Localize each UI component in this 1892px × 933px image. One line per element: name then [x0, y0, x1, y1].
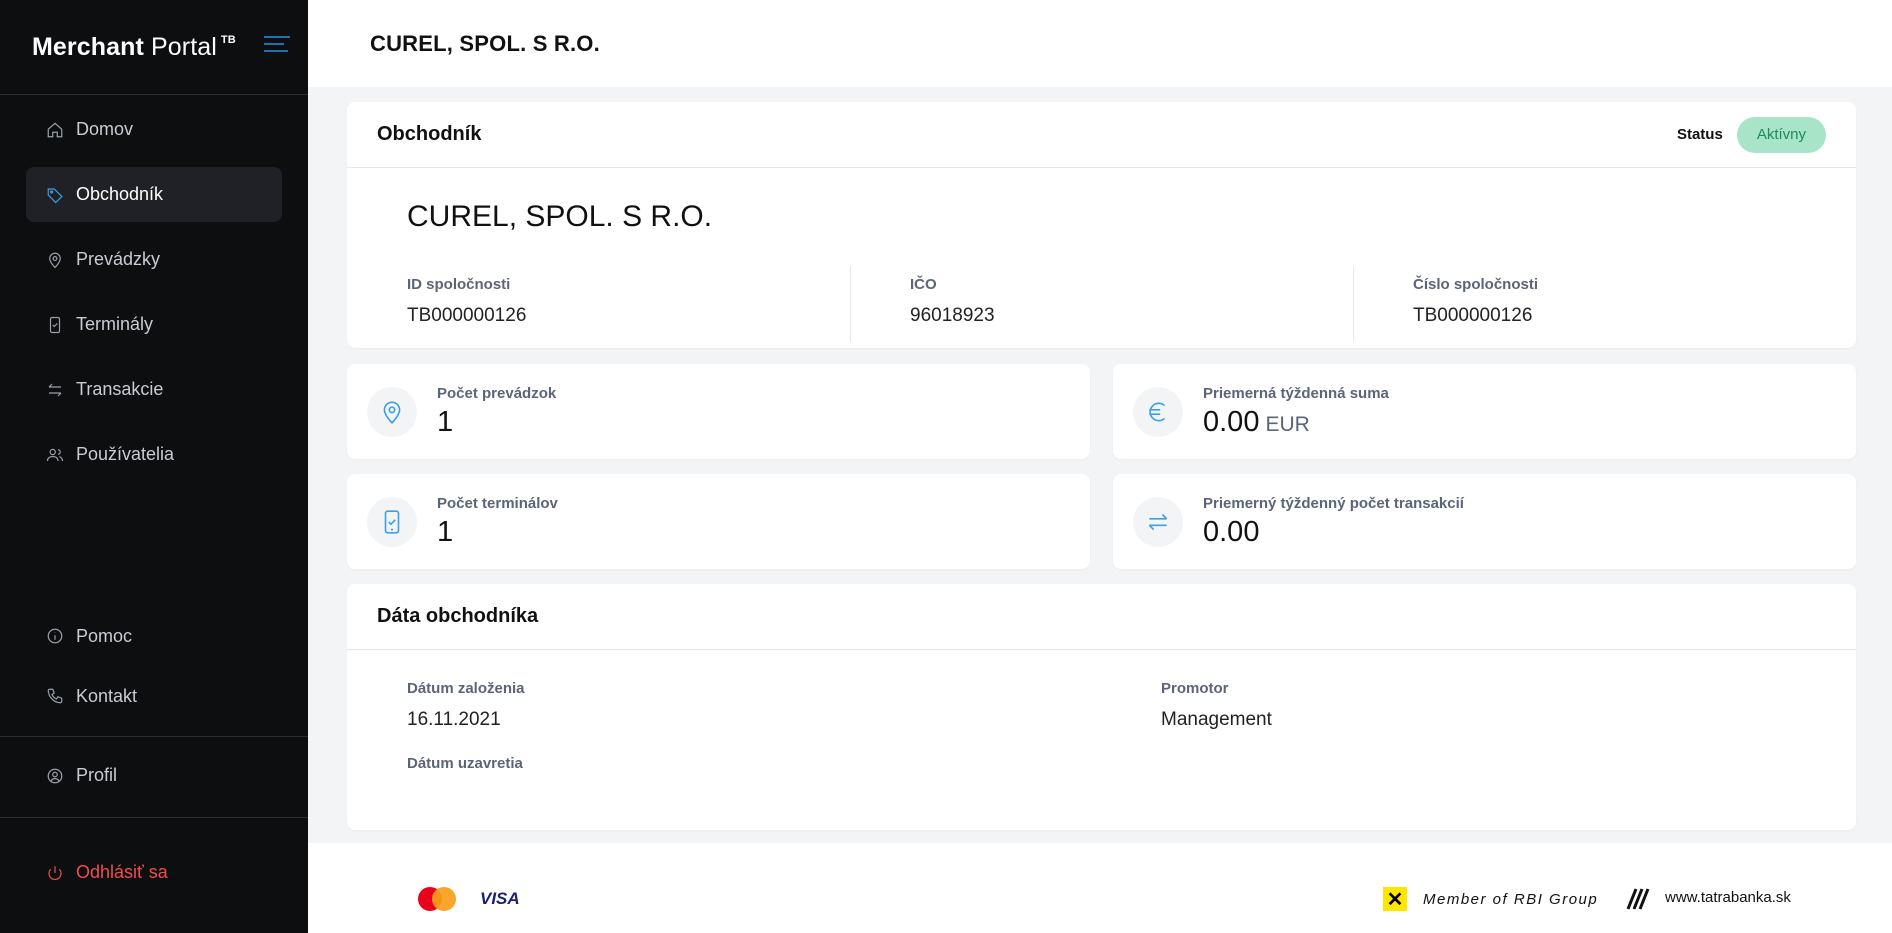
merchant-data-card: Dáta obchodníka Dátum založenia 16.11.20…: [347, 584, 1856, 830]
sidebar-item-label: Kontakt: [76, 685, 138, 706]
status-badge: Aktívny: [1736, 116, 1826, 153]
sidebar-logout-group: Odhlásiť sa: [26, 845, 282, 900]
stat-card-avg-sum: Priemerná týždenná suma 0.00 EUR: [1113, 364, 1856, 459]
field-company-id: ID spoločnosti TB000000126: [347, 260, 850, 336]
sidebar-item-pomoc[interactable]: Pomoc: [26, 606, 282, 666]
sidebar-item-label: Pomoc: [76, 625, 133, 646]
stat-card-avg-transactions: Priemerný týždenný počet transakcií 0.00: [1113, 474, 1856, 569]
merchant-card: Obchodník Status Aktívny CUREL, SPOL. S …: [347, 102, 1856, 348]
footer: VISA ✕ Member of RBI Group www.tatrabank…: [308, 843, 1892, 933]
mastercard-logo: [418, 887, 458, 911]
merchant-data-header: Dáta obchodníka: [347, 584, 1856, 650]
home-icon: [46, 121, 64, 139]
sidebar-item-transakcie[interactable]: Transakcie: [26, 362, 282, 417]
stat-unit: EUR: [1265, 412, 1310, 436]
field-label: ID spoločnosti: [407, 276, 511, 293]
sidebar-item-pouzivatelia[interactable]: Používatelia: [26, 427, 282, 482]
sidebar-divider: [0, 736, 308, 737]
field-promoter: Promotor Management: [1161, 680, 1272, 731]
euro-icon: [1133, 386, 1183, 437]
visa-logo: VISA: [480, 889, 520, 908]
sidebar-item-domov[interactable]: Domov: [26, 102, 282, 157]
sidebar-item-terminaly[interactable]: Terminály: [26, 297, 282, 352]
stat-label: Priemerný týždenný počet transakcií: [1203, 494, 1464, 512]
section-title: Obchodník: [377, 123, 482, 145]
status-label: Status: [1676, 126, 1723, 143]
power-icon: [46, 864, 64, 882]
merchant-name: CUREL, SPOL. S R.O.: [407, 200, 713, 233]
transfer-arrows-icon: [1133, 496, 1183, 547]
sidebar-item-label: Prevádzky: [76, 249, 161, 269]
info-icon: [46, 627, 64, 645]
page-header: CUREL, SPOL. S R.O.: [308, 0, 1892, 87]
stat-label: Počet prevádzok: [437, 384, 557, 402]
users-icon: [46, 446, 64, 464]
field-label: Číslo spoločnosti: [1413, 276, 1539, 293]
field-label: Dátum založenia: [407, 680, 525, 697]
rbi-member-text: Member of RBI Group: [1423, 891, 1599, 908]
sidebar-nav: Domov Obchodník Prevádzky Terminály Tran…: [0, 102, 308, 482]
sidebar-help-group: Pomoc Kontakt: [0, 606, 308, 726]
sidebar-item-label: Profil: [76, 765, 118, 785]
terminal-icon: [46, 316, 64, 334]
section-title: Dáta obchodníka: [377, 605, 539, 627]
stat-card-shops: Počet prevádzok 1: [347, 364, 1090, 459]
stat-value: 0.00: [1203, 405, 1260, 438]
stat-value: 1: [437, 515, 454, 548]
field-label: Promotor: [1161, 680, 1229, 697]
status-group: Status Aktívny: [1676, 116, 1826, 153]
page-title: CUREL, SPOL. S R.O.: [370, 30, 600, 56]
field-founded: Dátum založenia 16.11.2021 Dátum uzavret…: [407, 680, 525, 772]
user-circle-icon: [46, 767, 64, 785]
field-value: Management: [1161, 709, 1272, 730]
tatrabanka-logo: [1626, 888, 1650, 910]
location-pin-icon: [367, 386, 417, 437]
tatrabanka-link[interactable]: www.tatrabanka.sk: [1665, 889, 1791, 906]
sidebar-divider: [0, 817, 308, 818]
sidebar-item-label: Obchodník: [76, 184, 164, 204]
stat-value: 0.00: [1203, 515, 1260, 548]
logout-label: Odhlásiť sa: [76, 862, 168, 882]
field-value: TB000000126: [407, 305, 527, 326]
location-pin-icon: [46, 251, 64, 269]
brand: Merchant Portal TB: [0, 0, 308, 95]
sidebar-profile-group: Profil: [26, 748, 282, 803]
stat-label: Počet terminálov: [437, 494, 558, 512]
logout-button[interactable]: Odhlásiť sa: [26, 845, 282, 900]
terminal-icon: [367, 496, 417, 547]
field-value: TB000000126: [1413, 305, 1533, 326]
stat-label: Priemerná týždenná suma: [1203, 384, 1389, 402]
field-value: 16.11.2021: [407, 709, 501, 730]
stat-card-terminals: Počet terminálov 1: [347, 474, 1090, 569]
sidebar: Merchant Portal TB Domov Obchodník Prevád…: [0, 0, 308, 933]
merchant-fields: ID spoločnosti TB000000126 IČO 96018923 …: [347, 260, 1856, 342]
sidebar-item-label: Terminály: [76, 314, 154, 334]
rbi-logo: ✕: [1383, 887, 1407, 911]
sidebar-item-obchodnik[interactable]: Obchodník: [26, 167, 282, 222]
field-label: Dátum uzavretia: [407, 755, 523, 772]
stat-value-row: 0.00 EUR: [1203, 406, 1389, 439]
sidebar-item-prevadzky[interactable]: Prevádzky: [26, 232, 282, 287]
stat-value: 1: [437, 405, 454, 438]
menu-toggle-icon[interactable]: [264, 36, 290, 56]
transfer-arrows-icon: [46, 381, 64, 399]
field-company-number: Číslo spoločnosti TB000000126: [1353, 260, 1856, 342]
field-label: IČO: [910, 276, 937, 293]
merchant-card-header: Obchodník Status Aktívny: [347, 102, 1856, 168]
field-ico: IČO 96018923: [850, 260, 1353, 342]
phone-icon: [46, 687, 64, 705]
brand-logo[interactable]: Merchant Portal TB: [32, 32, 236, 61]
field-value: 96018923: [910, 305, 995, 326]
sidebar-item-label: Používatelia: [76, 444, 175, 464]
sidebar-item-label: Transakcie: [76, 379, 164, 399]
tag-icon: [46, 186, 64, 204]
sidebar-item-kontakt[interactable]: Kontakt: [26, 666, 282, 726]
sidebar-item-profil[interactable]: Profil: [26, 748, 282, 803]
sidebar-item-label: Domov: [76, 119, 134, 139]
